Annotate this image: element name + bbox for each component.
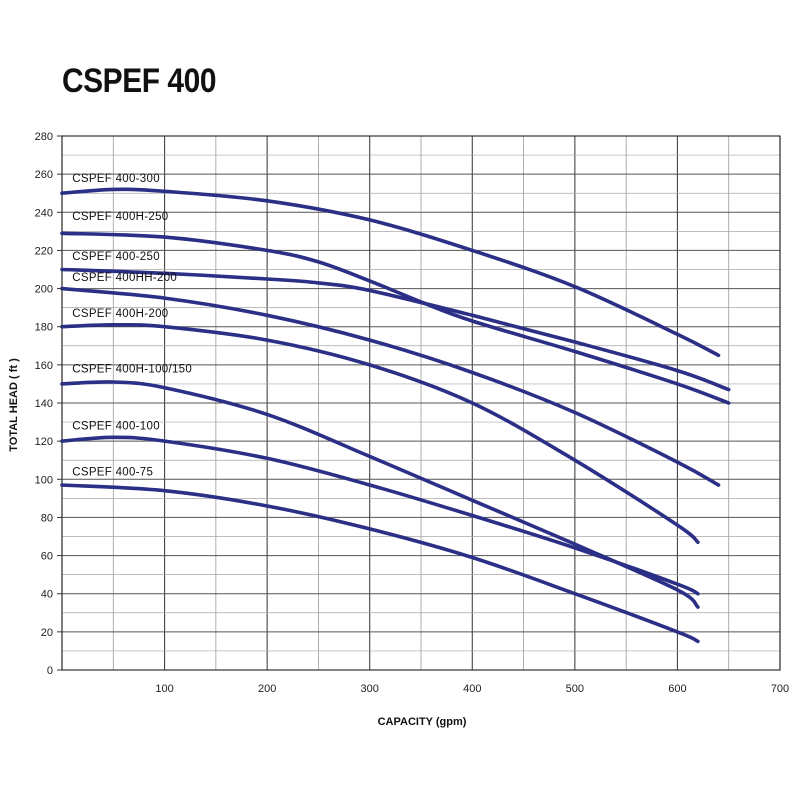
x-tick-label: 700 xyxy=(771,683,789,695)
y-tick-label: 220 xyxy=(35,245,53,257)
curve-line xyxy=(60,380,700,609)
chart-grid xyxy=(61,135,781,671)
y-tick-label: 180 xyxy=(35,322,53,334)
series-label: CSPEF 400-300 xyxy=(72,173,160,185)
y-tick-label: 140 xyxy=(35,398,53,410)
x-tick-label: 100 xyxy=(155,683,173,695)
x-tick-label: 300 xyxy=(361,683,379,695)
y-tick-label: 280 xyxy=(35,131,53,143)
series-labels: CSPEF 400-300 CSPEF 400H-250 CSPEF 400-250… xyxy=(72,173,192,479)
axis-ticks: 0 20 40 60 80 100 120 140 160 180 200 220 240 260 280 1… xyxy=(35,131,790,695)
series-label: CSPEF 400-100 xyxy=(72,421,160,433)
y-tick-label: 40 xyxy=(41,589,53,601)
y-tick-label: 160 xyxy=(35,360,53,372)
x-tick-label: 600 xyxy=(668,683,686,695)
curve-line xyxy=(60,267,731,392)
y-tick-label: 260 xyxy=(35,169,53,181)
curve-line xyxy=(60,286,721,487)
page-title: CSPEF 400 xyxy=(62,62,217,100)
y-tick-label: 100 xyxy=(35,474,53,486)
y-tick-label: 240 xyxy=(35,207,53,219)
series-label: CSPEF 400-250 xyxy=(72,251,160,263)
series-label: CSPEF 400HH-200 xyxy=(72,272,177,284)
y-tick-label: 200 xyxy=(35,284,53,296)
curve-line xyxy=(60,187,721,358)
y-tick-label: 0 xyxy=(47,665,53,677)
curve-line xyxy=(60,435,700,596)
series-label: CSPEF 400H-200 xyxy=(72,308,168,320)
x-tick-label: 500 xyxy=(566,683,584,695)
y-tick-label: 20 xyxy=(41,627,53,639)
y-tick-label: 60 xyxy=(41,551,53,563)
y-tick-label: 120 xyxy=(35,436,53,448)
y-tick-label: 80 xyxy=(41,512,53,524)
curve-line xyxy=(60,483,700,644)
series-label: CSPEF 400H-250 xyxy=(72,211,168,223)
curve-line xyxy=(60,231,731,405)
series-label: CSPEF 400H-100/150 xyxy=(72,363,192,375)
x-tick-label: 400 xyxy=(463,683,481,695)
performance-curves xyxy=(60,187,731,644)
x-axis-label: CAPACITY (gpm) xyxy=(378,716,467,728)
series-label: CSPEF 400-75 xyxy=(72,466,153,478)
x-tick-label: 200 xyxy=(258,683,276,695)
y-axis-label: TOTAL HEAD ( ft ) xyxy=(8,358,20,452)
curve-line xyxy=(60,322,700,544)
